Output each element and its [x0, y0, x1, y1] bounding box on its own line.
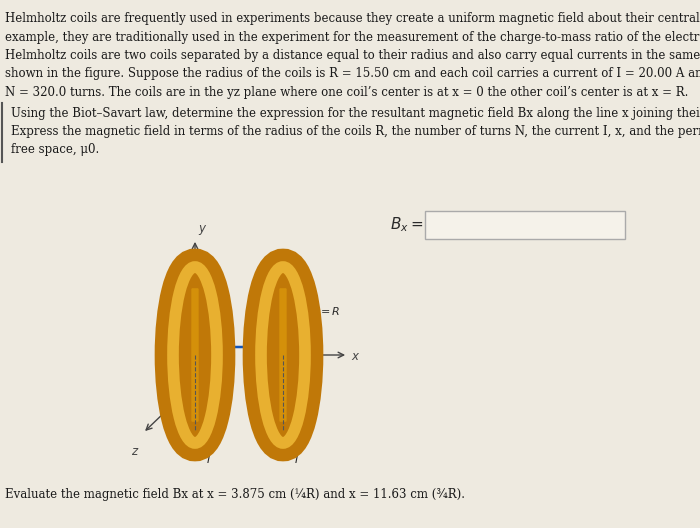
Text: $B_x$: $B_x$ [165, 320, 180, 335]
Text: Evaluate the magnetic field Bx at x = 3.875 cm (¼R) and x = 11.63 cm (¾R).: Evaluate the magnetic field Bx at x = 3.… [5, 488, 465, 501]
Text: shown in the figure. Suppose the radius of the coils is R = 15.50 cm and each co: shown in the figure. Suppose the radius … [5, 68, 700, 80]
Text: $I$: $I$ [294, 453, 299, 465]
Text: z: z [131, 445, 137, 458]
Text: example, they are traditionally used in the experiment for the measurement of th: example, they are traditionally used in … [5, 31, 700, 43]
Text: Express the magnetic field in terms of the radius of the coils R, the number of : Express the magnetic field in terms of t… [11, 125, 700, 138]
Ellipse shape [283, 289, 284, 421]
Text: x: x [351, 351, 358, 363]
Text: N = 320.0 turns. The coils are in the yz plane where one coil’s center is at x =: N = 320.0 turns. The coils are in the yz… [5, 86, 688, 99]
Text: R: R [179, 390, 187, 400]
Text: Using the Biot–Savart law, determine the expression for the resultant magnetic f: Using the Biot–Savart law, determine the… [11, 107, 700, 119]
Ellipse shape [173, 267, 217, 443]
Text: free space, μ0.: free space, μ0. [11, 144, 99, 156]
Text: Helmholtz coils are frequently used in experiments because they create a uniform: Helmholtz coils are frequently used in e… [5, 12, 700, 25]
Text: y: y [198, 222, 205, 235]
Text: Helmholtz coils are two coils separated by a distance equal to their radius and : Helmholtz coils are two coils separated … [5, 49, 700, 62]
Text: $x = R$: $x = R$ [311, 305, 340, 317]
Text: $I$: $I$ [206, 453, 211, 465]
Ellipse shape [261, 267, 305, 443]
Text: $B_x =$: $B_x =$ [390, 215, 424, 234]
Text: R: R [267, 390, 274, 400]
Bar [425, 211, 625, 239]
